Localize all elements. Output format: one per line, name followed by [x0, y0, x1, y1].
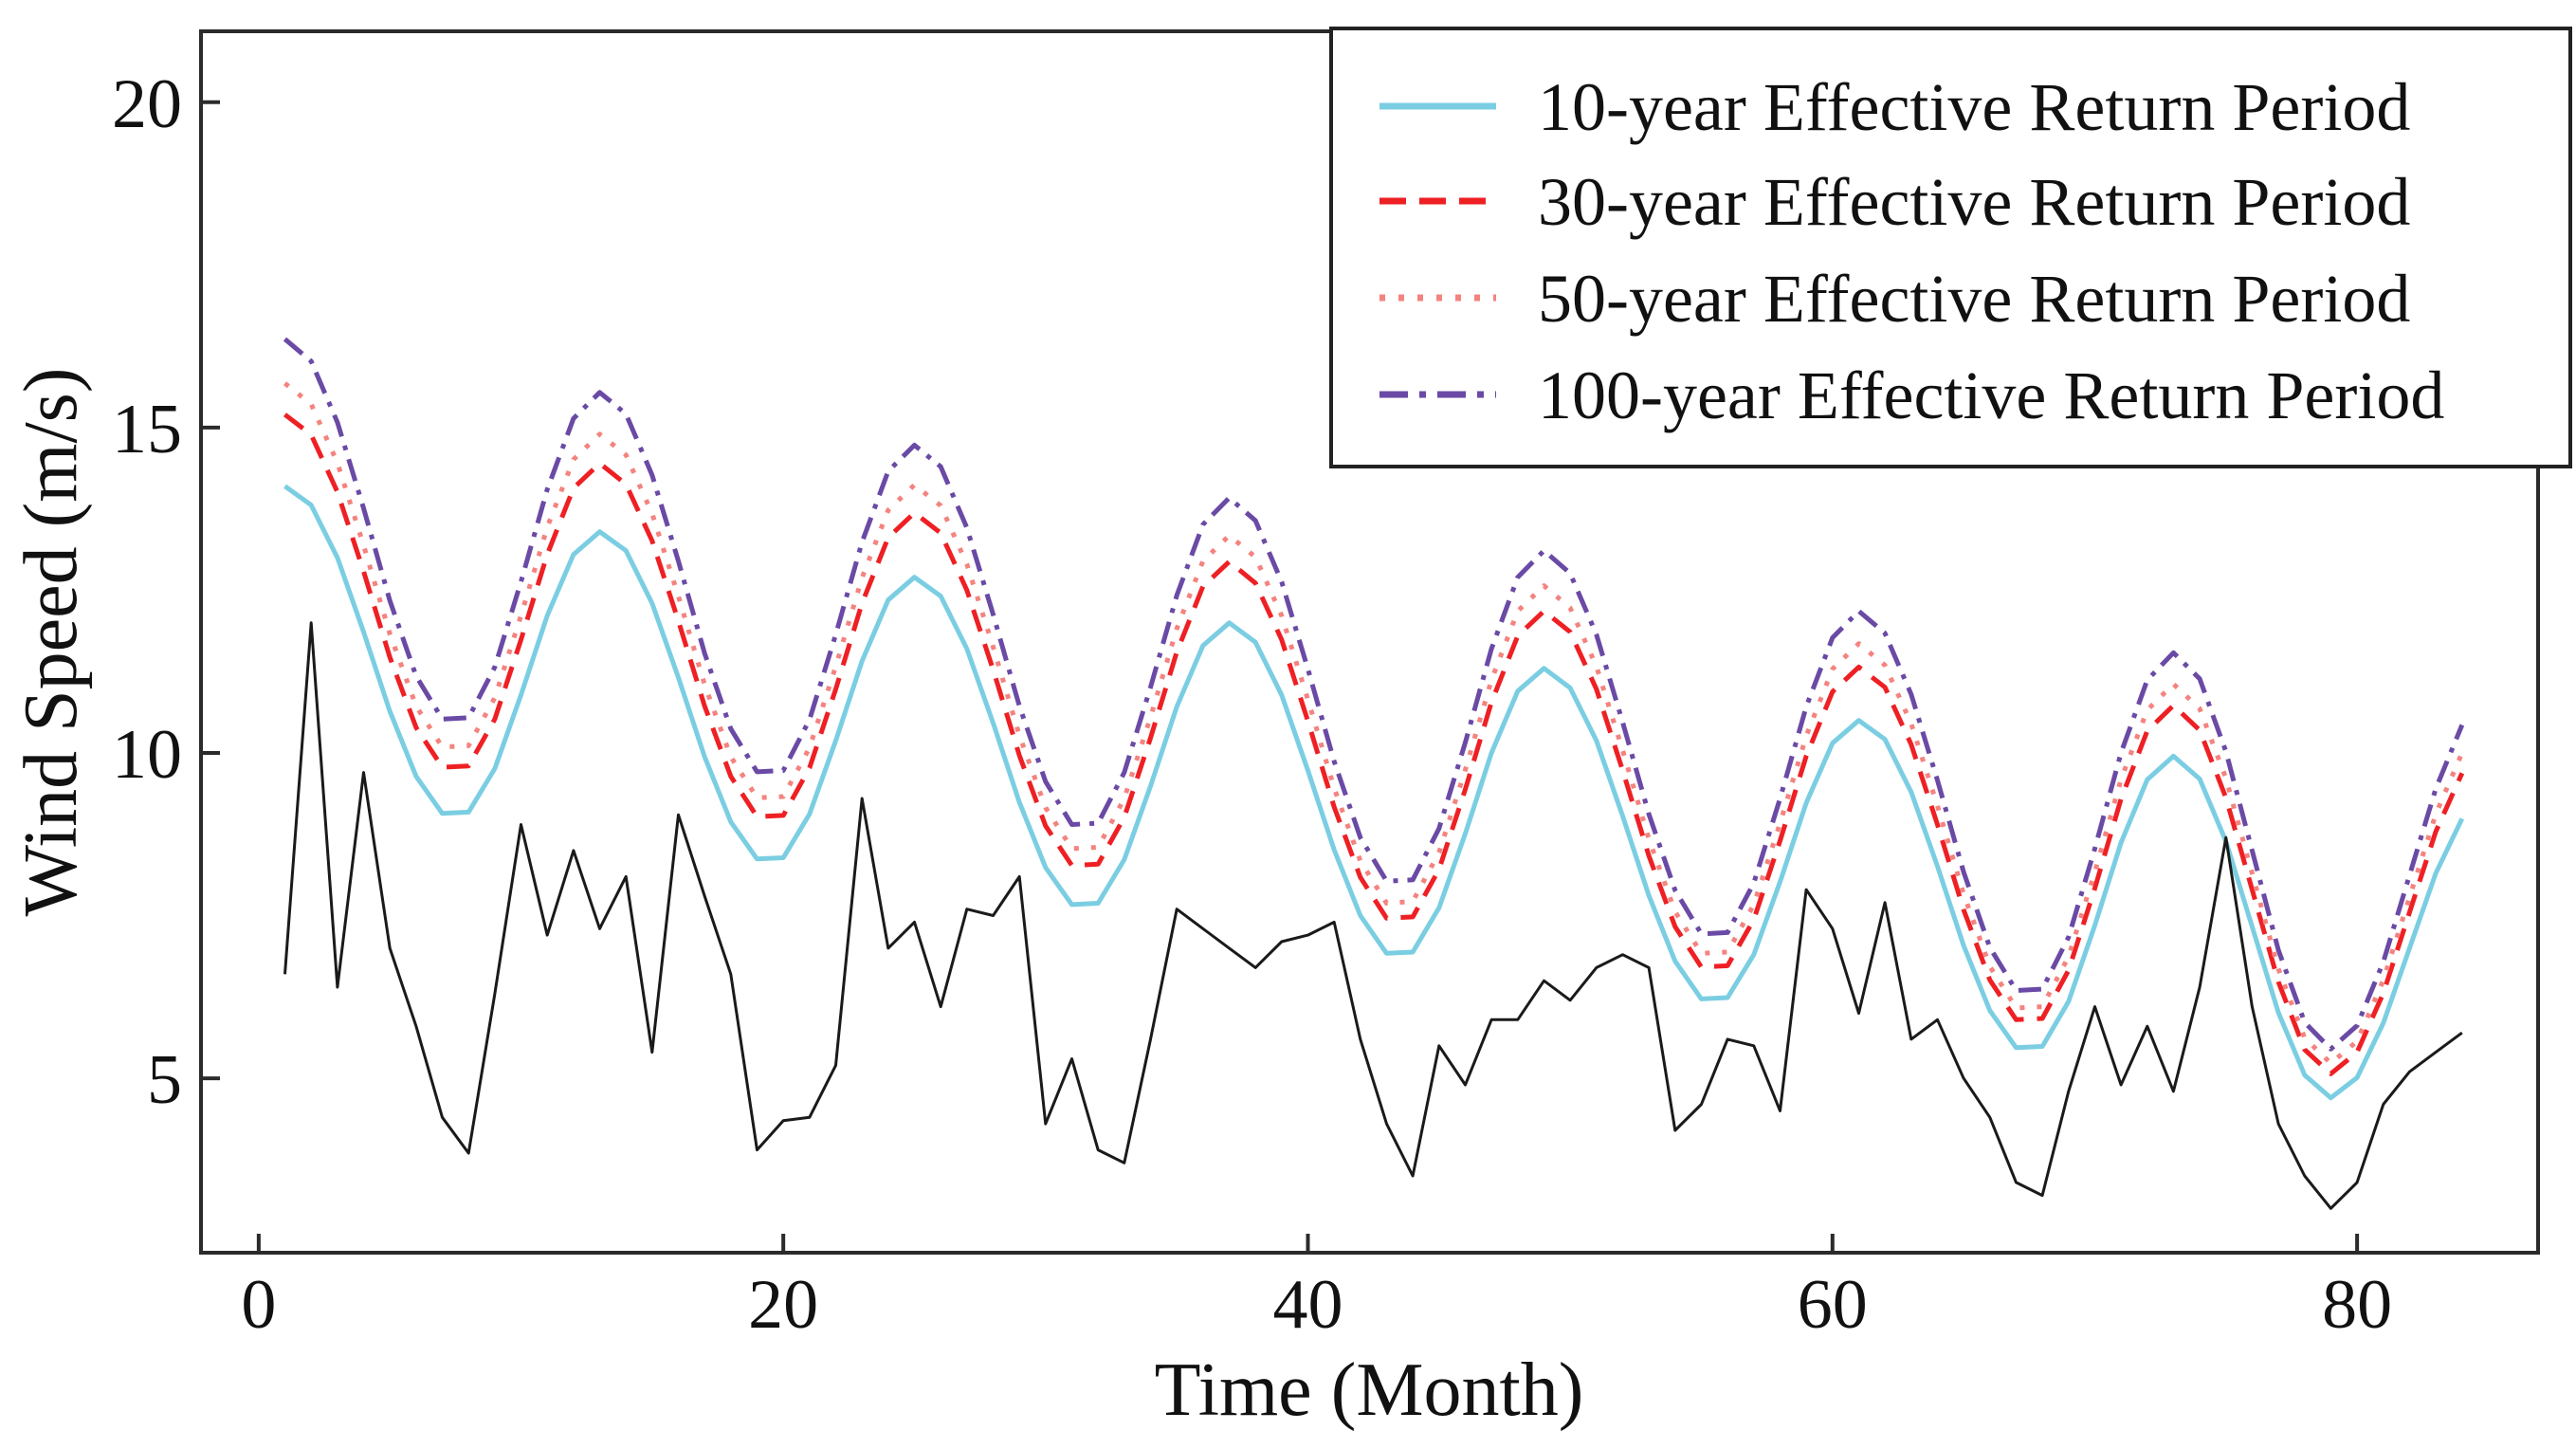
legend-item-label: 100-year Effective Return Period: [1538, 358, 2444, 433]
series-lines: [283, 337, 2465, 1210]
y-tick-label: 10: [112, 716, 182, 794]
legend-item-label: 10-year Effective Return Period: [1538, 69, 2410, 145]
x-tick-label: 0: [241, 1266, 276, 1344]
series-line-0: [283, 484, 2465, 1101]
legend-item-label: 50-year Effective Return Period: [1538, 261, 2410, 337]
axis-tick-labels: 0 20 40 60 80 5 10 15 20: [112, 65, 2392, 1344]
y-axis-title: Wind Speed (m/s): [9, 368, 93, 917]
legend-item: 10-year Effective Return Period: [1379, 69, 2410, 145]
legend-item: 50-year Effective Return Period: [1379, 261, 2410, 337]
legend-items: 10-year Effective Return Period 30-year E…: [1379, 69, 2444, 433]
legend: 10-year Effective Return Period 30-year E…: [1329, 27, 2572, 468]
legend-item: 30-year Effective Return Period: [1379, 164, 2410, 240]
y-tick-label: 15: [112, 391, 182, 468]
x-axis-title: Time (Month): [1155, 1348, 1584, 1432]
series-line-3: [283, 337, 2465, 1052]
legend-box: [1329, 27, 2572, 468]
x-tick-label: 60: [1798, 1266, 1868, 1344]
series-line-2: [283, 381, 2465, 1066]
x-tick-label: 80: [2322, 1266, 2392, 1344]
y-tick-label: 5: [147, 1041, 182, 1119]
axis-ticks: [201, 100, 2360, 1253]
y-tick-label: 20: [112, 65, 182, 143]
series-line-4: [283, 621, 2463, 1210]
legend-item-label: 30-year Effective Return Period: [1538, 164, 2410, 240]
legend-item: 100-year Effective Return Period: [1379, 358, 2444, 433]
x-tick-label: 20: [748, 1266, 818, 1344]
series-line-1: [283, 413, 2465, 1076]
x-tick-label: 40: [1272, 1266, 1343, 1344]
